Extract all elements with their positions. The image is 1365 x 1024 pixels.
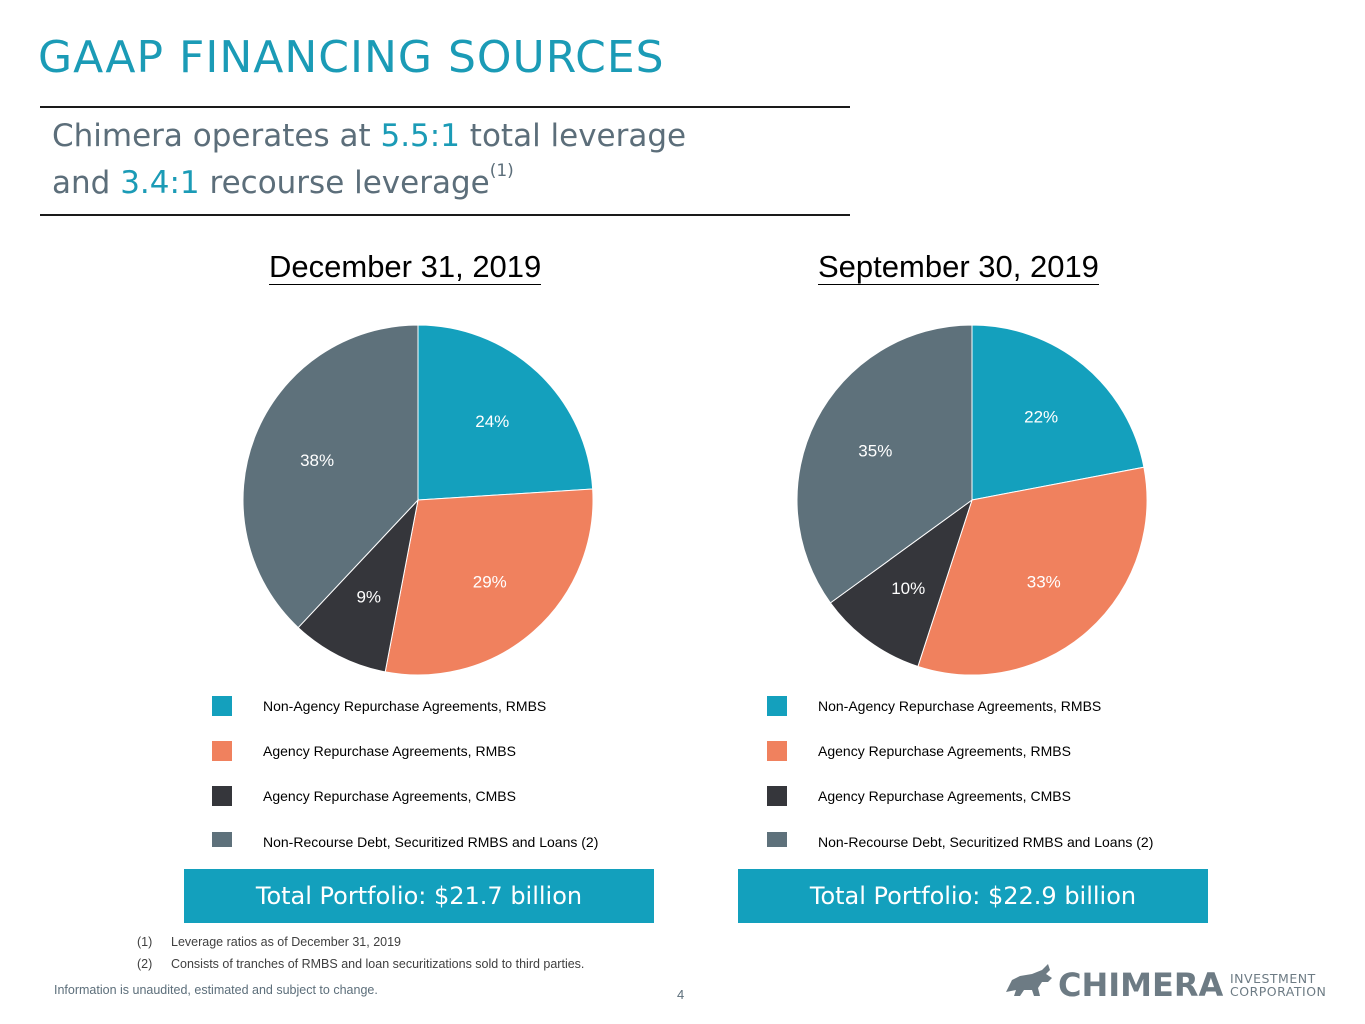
- chart-title-sep: September 30, 2019: [818, 249, 1099, 285]
- legend-swatch: [767, 696, 787, 716]
- slice-non-recourse: [796, 324, 973, 604]
- legend-swatch: [767, 786, 787, 806]
- legend-label: Agency Repurchase Agreements, CMBS: [818, 788, 1071, 804]
- logo-word: CHIMERA: [1058, 966, 1224, 1004]
- legend-label: Non-Agency Repurchase Agreements, RMBS: [263, 698, 547, 714]
- legend-label: Agency Repurchase Agreements, RMBS: [818, 743, 1071, 759]
- footnote-number: (1): [137, 935, 153, 949]
- footnote-text: Consists of tranches of RMBS and loan se…: [171, 957, 585, 971]
- slice-agency-cmbs: [297, 498, 419, 673]
- footnote-ref-1: (1): [489, 160, 514, 181]
- legend-label: Non-Recourse Debt, Securitized RMBS and …: [263, 834, 599, 850]
- bottom-rule: [40, 214, 850, 216]
- recourse-leverage-value: 3.4:1: [120, 165, 200, 201]
- legend-label: Non-Agency Repurchase Agreements, RMBS: [818, 698, 1102, 714]
- slice-agency-rmbs: [917, 466, 1148, 676]
- slice-value-label: 33%: [1027, 572, 1061, 591]
- total-portfolio-dec: Total Portfolio: $21.7 billion: [184, 869, 654, 923]
- slice-non-agency-rmbs: [971, 324, 1145, 501]
- logo-line-1: INVESTMENT: [1230, 971, 1316, 986]
- footnote-text: Leverage ratios as of December 31, 2019: [171, 935, 401, 949]
- footnote-2: (2) Consists of tranches of RMBS and loan…: [137, 957, 584, 971]
- slice-agency-rmbs: [384, 488, 594, 676]
- slice-value-label: 24%: [475, 412, 509, 431]
- legend-swatch: [212, 696, 232, 716]
- legend-swatch: [212, 741, 232, 761]
- slice-value-label: 9%: [356, 588, 381, 607]
- slice-non-recourse: [242, 324, 419, 629]
- leverage-line-2: and 3.4:1 recourse leverage(1): [52, 161, 514, 201]
- page-number: 4: [677, 987, 685, 1002]
- legend-swatch: [767, 832, 787, 847]
- leverage-text-1b: total leverage: [459, 118, 687, 154]
- legend-swatch: [767, 741, 787, 761]
- leverage-text-2a: and: [52, 165, 121, 201]
- footnote-number: (2): [137, 957, 153, 971]
- slice-non-agency-rmbs: [417, 324, 594, 501]
- page-title: GAAP FINANCING SOURCES: [38, 32, 665, 83]
- legend-label: Non-Recourse Debt, Securitized RMBS and …: [818, 834, 1154, 850]
- footnote-1: (1) Leverage ratios as of December 31, 20…: [137, 935, 401, 949]
- chimera-logo: CHIMERA INVESTMENT CORPORATION: [1002, 962, 1342, 1004]
- legend-swatch: [212, 786, 232, 806]
- legend-swatch: [212, 832, 232, 847]
- leverage-line-1: Chimera operates at 5.5:1 total leverage: [52, 118, 686, 154]
- slice-value-label: 22%: [1024, 407, 1058, 426]
- slice-agency-cmbs: [829, 498, 973, 668]
- pie-chart-sep: 22% 33% 10% 35%: [796, 324, 1148, 676]
- pie-chart-dec: 24% 29% 9% 38%: [242, 324, 594, 676]
- slice-value-label: 35%: [858, 442, 892, 461]
- legend-label: Agency Repurchase Agreements, CMBS: [263, 788, 516, 804]
- legend-label: Agency Repurchase Agreements, RMBS: [263, 743, 516, 759]
- disclaimer: Information is unaudited, estimated and …: [54, 983, 378, 997]
- leverage-text-2b: recourse leverage: [199, 165, 490, 201]
- logo-line-2: CORPORATION: [1230, 984, 1327, 999]
- leverage-text-1a: Chimera operates at: [52, 118, 381, 154]
- total-leverage-value: 5.5:1: [380, 118, 460, 154]
- bull-icon: [1006, 964, 1052, 996]
- total-portfolio-sep: Total Portfolio: $22.9 billion: [738, 869, 1208, 923]
- chart-title-dec: December 31, 2019: [269, 249, 542, 285]
- slice-value-label: 38%: [300, 451, 334, 470]
- slice-value-label: 10%: [891, 579, 925, 598]
- slice-value-label: 29%: [473, 572, 507, 591]
- top-rule: [40, 106, 850, 108]
